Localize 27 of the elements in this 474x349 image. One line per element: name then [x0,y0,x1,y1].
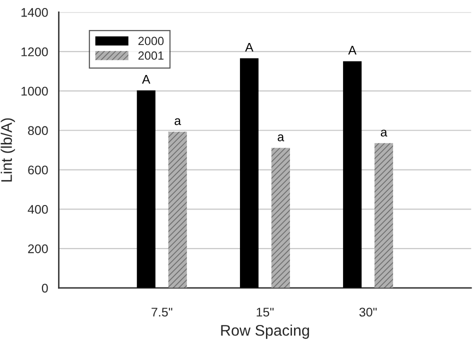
x-tick-label: 7.5" [152,308,172,317]
y-tick-label: 1200 [22,47,48,56]
annotation: A [142,75,150,84]
x-tick-label: 15" [256,308,274,317]
y-tick-label: 0 [42,284,48,293]
y-tick-label: 800 [28,126,48,136]
annotation: a [380,130,388,137]
y-tick-label: 200 [28,244,48,254]
bar [374,143,394,288]
bar [136,90,156,288]
bar [240,58,259,288]
bar [343,61,362,288]
bar [168,132,187,288]
x-axis-title: Row Spacing [221,324,309,339]
annotation: A [348,46,356,54]
annotation: A [245,42,254,52]
x-tick-label: 30" [359,308,377,317]
annotation: a [174,118,182,126]
legend-label: 2001 [138,51,164,60]
bar [271,148,290,288]
y-tick-label: 1000 [22,86,48,96]
y-axis-title: Lint (lb/A) [0,118,15,182]
annotation: a [278,134,284,142]
y-tick-label: 600 [28,166,48,174]
y-tick-label: 1400 [22,8,48,17]
y-tick-label: 400 [28,204,48,214]
legend-label: 2000 [138,36,164,46]
